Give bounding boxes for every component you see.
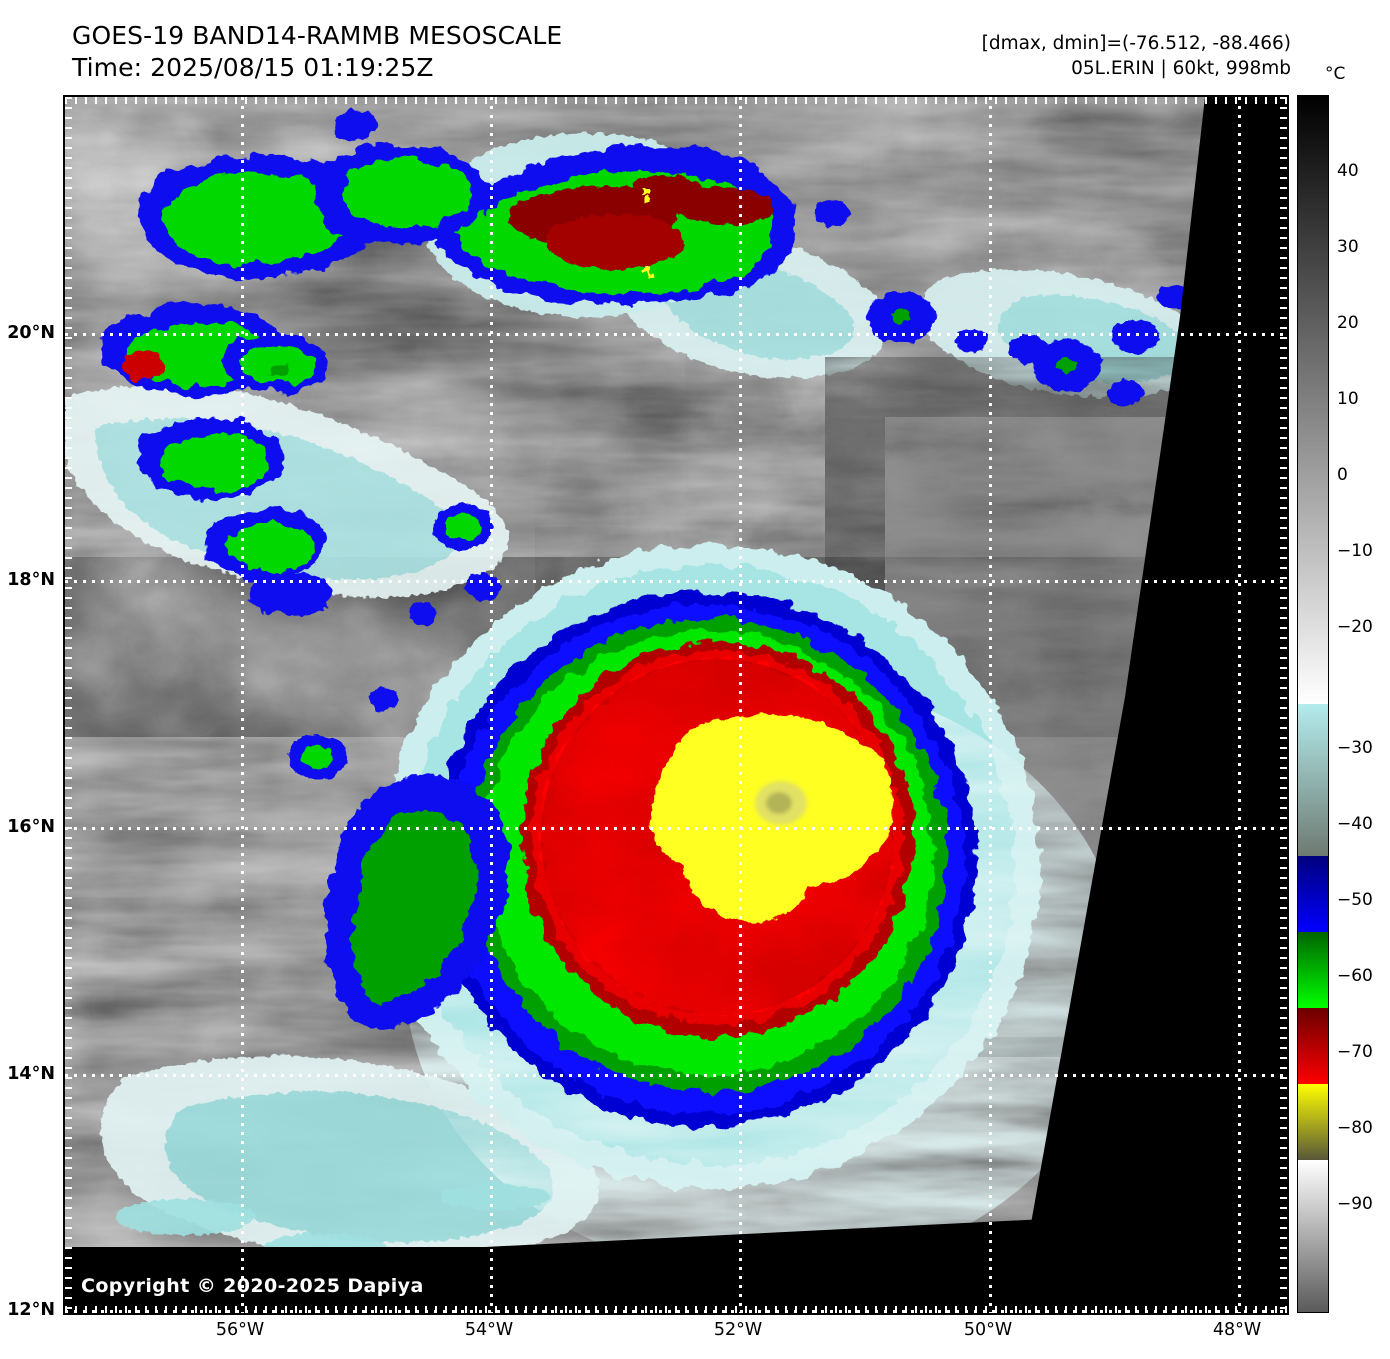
cbar-tick-m90: −90 [1337,1194,1373,1214]
temperature-colorbar[interactable] [1297,95,1329,1313]
axis-ticks-bottom [65,1306,1287,1313]
lon-label-48w: 48°W [1212,1320,1262,1340]
lon-label-56w: 56°W [215,1320,265,1340]
cbar-tick-m80: −80 [1337,1118,1373,1138]
cbar-tick-m60: −60 [1337,966,1373,986]
northeast-scattered-cells [333,109,1215,406]
lat-label-16n: 16°N [7,817,55,837]
header-info-block: [dmax, dmin]=(-76.512, -88.466) 05L.ERIN… [982,31,1291,81]
colorbar-unit-label: °C [1325,64,1346,84]
gridline-lat-16 [65,827,1287,830]
gridline-lat-18 [65,580,1287,583]
cbar-tick-m30: −30 [1337,738,1373,758]
infrared-satellite-raster [65,97,1287,1313]
cbar-tick-m70: −70 [1337,1042,1373,1062]
lat-label-14n: 14°N [7,1064,55,1084]
dmax-dmin-readout: [dmax, dmin]=(-76.512, -88.466) [981,33,1291,54]
lon-label-54w: 54°W [464,1320,514,1340]
northern-convective-cluster [425,133,797,317]
cbar-tick-10: 10 [1337,389,1359,409]
axis-ticks-left [65,97,72,1313]
satellite-image-canvas: Copyright © 2020-2025 Dapiya [65,97,1287,1313]
satellite-image-plot[interactable]: Copyright © 2020-2025 Dapiya [63,95,1289,1315]
storm-info-readout: 05L.ERIN | 60kt, 998mb [1071,58,1291,79]
cbar-tick-m10: −10 [1337,541,1373,561]
gridline-lon-48 [1238,97,1241,1313]
gridline-lon-52 [739,97,742,1313]
lat-label-18n: 18°N [7,570,55,590]
cbar-tick-m40: −40 [1337,814,1373,834]
west-blue-band [327,774,511,1030]
gridline-lon-56 [241,97,244,1313]
cbar-tick-30: 30 [1337,237,1359,257]
gridline-lon-50 [989,97,992,1313]
cbar-tick-0: 0 [1337,465,1348,485]
gridline-lat-20 [65,333,1287,336]
cbar-tick-20: 20 [1337,313,1359,333]
gridline-lon-54 [490,97,493,1313]
copyright-notice: Copyright © 2020-2025 Dapiya [81,1275,424,1297]
western-scattered-cells [101,145,501,779]
cbar-tick-40: 40 [1337,161,1359,181]
hurricane-erin-feature [380,545,1125,1277]
no-data-wedge [1015,97,1287,1313]
header-title-block: GOES-19 BAND14-RAMMB MESOSCALE Time: 202… [72,20,562,84]
colorbar-gradient [1298,96,1328,1312]
timestamp-line: Time: 2025/08/15 01:19:25Z [72,53,434,82]
lon-label-50w: 50°W [963,1320,1013,1340]
cbar-tick-m20: −20 [1337,617,1373,637]
axis-ticks-top [65,97,1287,104]
cbar-tick-m50: −50 [1337,890,1373,910]
lon-label-52w: 52°W [713,1320,763,1340]
gridline-lat-14 [65,1074,1287,1077]
lat-label-12n: 12°N [7,1300,55,1320]
page-title: GOES-19 BAND14-RAMMB MESOSCALE [72,21,563,50]
axis-ticks-right [1280,97,1287,1313]
lat-label-20n: 20°N [7,323,55,343]
